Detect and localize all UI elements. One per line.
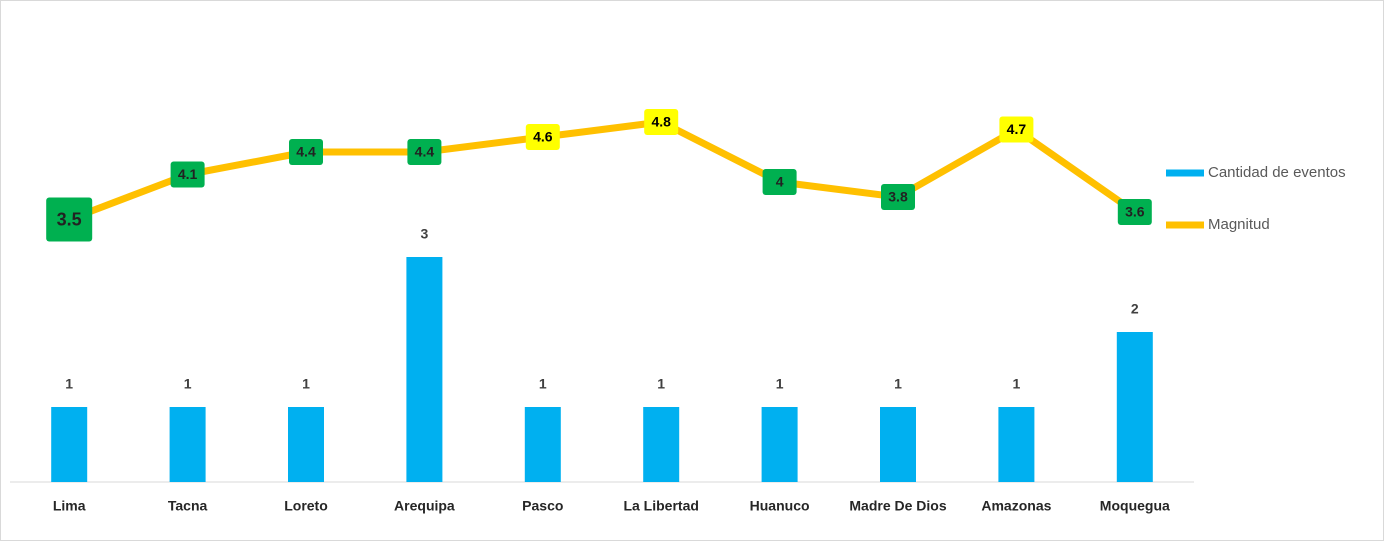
- line-value-label: 4.1: [178, 166, 198, 182]
- bar: [761, 407, 798, 482]
- line-value-label: 4: [776, 174, 784, 190]
- x-tick-label: La Libertad: [623, 498, 698, 514]
- bar: [51, 407, 88, 482]
- bar-value-label: 1: [184, 376, 192, 392]
- bar-value-label: 1: [539, 376, 547, 392]
- x-tick-label: Huanuco: [750, 498, 810, 514]
- bar: [1116, 332, 1153, 482]
- bar-value-label: 1: [65, 376, 73, 392]
- bar: [643, 407, 680, 482]
- bar: [406, 257, 443, 482]
- x-tick-label: Moquegua: [1100, 498, 1170, 514]
- value-label-box: [881, 184, 915, 210]
- line-value-label: 4.8: [651, 114, 671, 130]
- value-label-box: [644, 109, 679, 135]
- value-label-box: [289, 139, 323, 165]
- legend-label: Magnitud: [1208, 216, 1270, 233]
- x-tick-label: Loreto: [284, 498, 328, 514]
- x-tick-label: Arequipa: [394, 498, 455, 514]
- line-value-label: 3.6: [1125, 204, 1145, 220]
- x-tick-label: Madre De Dios: [849, 498, 946, 514]
- x-tick-label: Tacna: [168, 498, 208, 514]
- bar-value-label: 2: [1131, 301, 1139, 317]
- bar-value-label: 3: [421, 226, 429, 242]
- line-value-label: 3.5: [57, 209, 82, 229]
- bar-value-label: 1: [657, 376, 665, 392]
- legend-label: Cantidad de eventos: [1208, 164, 1346, 181]
- x-tick-label: Lima: [53, 498, 86, 514]
- value-label-box: [1117, 199, 1152, 225]
- bar: [288, 407, 324, 482]
- value-label-box: [407, 139, 442, 165]
- bar-value-label: 1: [1013, 376, 1021, 392]
- value-label-box: [525, 124, 560, 150]
- bar: [998, 407, 1035, 482]
- bar: [169, 407, 206, 482]
- value-label-box: [46, 197, 93, 242]
- value-label-box: [170, 161, 205, 188]
- x-tick-label: Amazonas: [981, 498, 1051, 514]
- value-label-box: [762, 169, 797, 195]
- bar: [880, 407, 916, 482]
- bar-value-label: 1: [302, 376, 310, 392]
- line-value-label: 4.7: [1007, 121, 1027, 137]
- bar: [524, 407, 561, 482]
- line-value-label: 3.8: [888, 189, 908, 205]
- bar-value-label: 1: [776, 376, 784, 392]
- line-value-label: 4.4: [296, 144, 316, 160]
- line-value-label: 4.6: [533, 129, 553, 145]
- bar-value-label: 1: [894, 376, 902, 392]
- line-value-label: 4.4: [415, 144, 435, 160]
- x-tick-label: Pasco: [522, 498, 563, 514]
- value-label-box: [999, 116, 1034, 143]
- line: [67, 118, 1137, 223]
